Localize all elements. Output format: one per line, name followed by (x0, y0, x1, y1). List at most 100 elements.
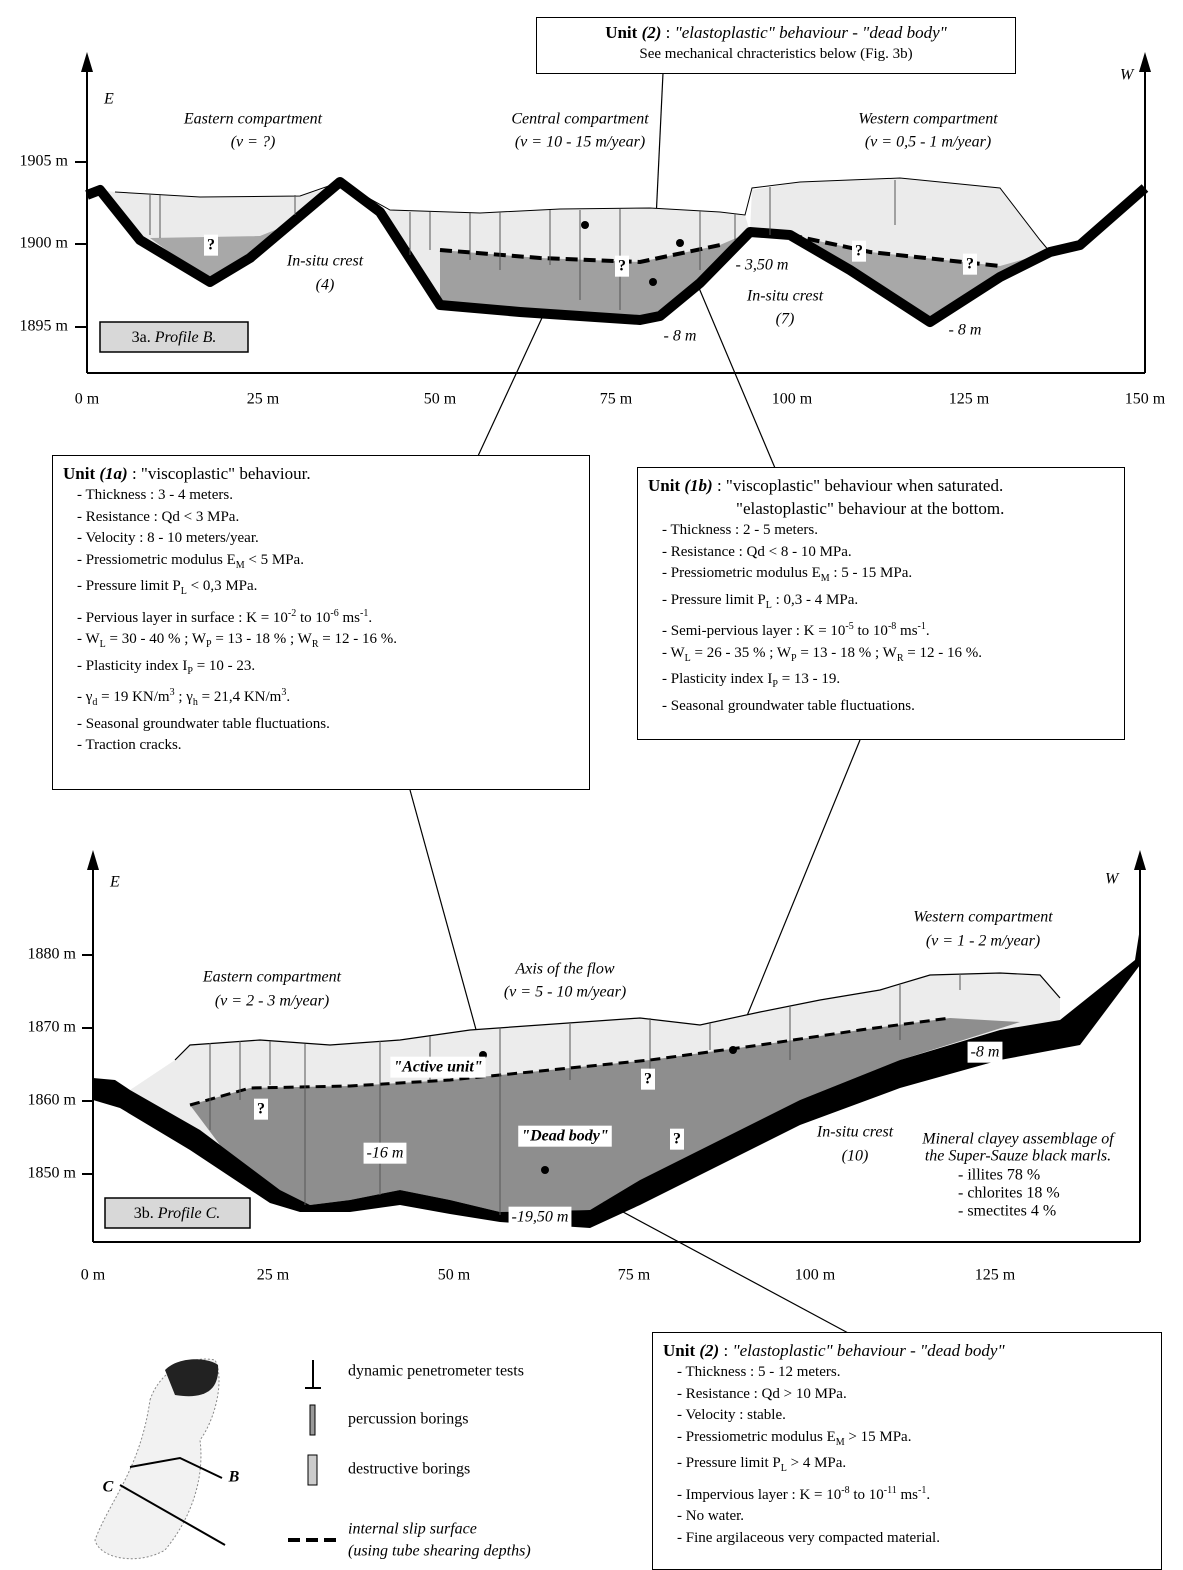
text-line: - WL = 26 - 35 % ; WP = 13 - 18 % ; WR =… (662, 643, 1114, 670)
text-run: - γ (77, 689, 92, 705)
text-line: Unit (1b) : "viscoplastic" behaviour whe… (648, 474, 1114, 497)
text-run: : 5 - 15 MPa. (830, 565, 913, 581)
text-line: - Pressure limit PL < 0,3 MPa. (77, 576, 579, 603)
panel-label: 3b. Profile C. (134, 1205, 221, 1222)
text-run: to 10 (296, 610, 330, 626)
mineral-note: - chlorites 18 % (958, 1185, 1060, 1202)
label: In-situ crest (746, 288, 824, 305)
text-line: - Fine argilaceous very compacted materi… (677, 1528, 1151, 1550)
text-run: See mechanical chracteristics below (Fig… (639, 46, 912, 62)
text-run: < 0,3 MPa. (187, 578, 258, 594)
text-run: = 26 - 35 % ; W (691, 645, 791, 661)
item-list: - Thickness : 3 - 4 meters. - Resistance … (63, 485, 579, 757)
map-label: B (228, 1469, 240, 1486)
text-run: - Pervious layer in surface : K = 10 (77, 610, 288, 626)
text-run: - Plasticity index I (77, 658, 187, 674)
legend-label: percussion borings (348, 1411, 468, 1428)
x-tick-label: 50 m (424, 391, 457, 408)
y-tick-label: 1900 m (20, 235, 69, 252)
text-run: "elastoplastic" behaviour - "dead body" (732, 1341, 1004, 1360)
direction: E (103, 91, 114, 108)
text-run: - Thickness : 2 - 5 meters. (662, 522, 818, 538)
label: -19,50 m (512, 1209, 569, 1226)
text-run: 3a. (132, 329, 155, 346)
text-line: - Resistance : Qd > 10 MPa. (677, 1384, 1151, 1406)
text-run: Unit (648, 476, 684, 495)
text-run: ms (897, 1487, 918, 1503)
label: Eastern compartment (202, 969, 342, 986)
text-run: : "viscoplastic" behaviour when saturate… (713, 476, 1004, 495)
text-run: to 10 (850, 1487, 884, 1503)
callout-top: Unit (2) : "elastoplastic" behaviour - "… (536, 17, 1016, 74)
item-list: - Thickness : 5 - 12 meters.- Resistance… (663, 1362, 1151, 1549)
text-run: . (926, 623, 930, 639)
item-list: See mechanical chracteristics below (Fig… (547, 44, 1005, 66)
y-tick-label: 1860 m (28, 1092, 77, 1109)
label: (v = 0,5 - 1 m/year) (865, 134, 991, 151)
text-run: : (661, 23, 674, 42)
text-line: - Resistance : Qd < 8 - 10 MPa. (662, 542, 1114, 564)
text-run: - Resistance : Qd < 3 MPa. (77, 509, 239, 525)
text-run: -11 (884, 1485, 897, 1496)
unknown-mark: ? (855, 243, 863, 260)
text-run: (1a) (99, 464, 127, 483)
label: - 8 m (949, 322, 982, 339)
text-run: - W (77, 631, 100, 647)
text-run: - Pressiometric modulus E (662, 565, 821, 581)
label: -16 m (367, 1145, 404, 1162)
text-run: 3b. (134, 1205, 158, 1222)
map-label: C (103, 1479, 114, 1496)
text-run: : "viscoplastic" behaviour. (128, 464, 311, 483)
text-line: - Seasonal groundwater table fluctuation… (77, 714, 579, 736)
y-tick-label: 1905 m (20, 153, 69, 170)
unit-1b-box: Unit (1b) : "viscoplastic" behaviour whe… (637, 467, 1125, 740)
label: Western compartment (858, 111, 998, 128)
text-run: -8 (841, 1485, 849, 1496)
text-line: - Thickness : 3 - 4 meters. (77, 485, 579, 507)
text-line: - Pressiometric modulus EM > 15 MPa. (677, 1427, 1151, 1454)
text-run: ms (339, 610, 360, 626)
text-run: (1b) (684, 476, 712, 495)
text-line: Unit (2) : "elastoplastic" behaviour - "… (663, 1339, 1151, 1362)
label: (v = 2 - 3 m/year) (215, 993, 329, 1010)
text-run: - Semi-pervious layer : K = 10 (662, 623, 845, 639)
text-run: M (236, 560, 245, 571)
y-tick-label: 1880 m (28, 946, 77, 963)
label: (v = 1 - 2 m/year) (926, 933, 1040, 950)
text-run: Profile C. (157, 1205, 221, 1222)
text-run: : (719, 1341, 732, 1360)
text-line: - WL = 30 - 40 % ; WP = 13 - 18 % ; WR =… (77, 629, 579, 656)
text-line: "elastoplastic" behaviour at the bottom. (648, 497, 1114, 520)
text-line: - No water. (677, 1506, 1151, 1528)
label: (4) (316, 277, 335, 294)
unknown-mark: ? (207, 237, 215, 254)
text-run: - Traction cracks. (77, 737, 182, 753)
text-run: R (897, 653, 904, 664)
direction: W (1105, 871, 1120, 888)
label: Western compartment (913, 909, 1053, 926)
text-run: - No water. (677, 1508, 744, 1524)
label: (v = 10 - 15 m/year) (515, 134, 645, 151)
text-line: See mechanical chracteristics below (Fig… (547, 44, 1005, 66)
text-run: . (926, 1487, 930, 1503)
text-run: M (821, 573, 830, 584)
legend-label: internal slip surface (348, 1521, 477, 1538)
text-line: - Pressiometric modulus EM : 5 - 15 MPa. (662, 563, 1114, 590)
text-run: - Seasonal groundwater table fluctuation… (77, 716, 330, 732)
text-run: -6 (330, 608, 338, 619)
text-line: - Thickness : 2 - 5 meters. (662, 520, 1114, 542)
text-line: - Pressure limit PL : 0,3 - 4 MPa. (662, 590, 1114, 617)
legend-label: dynamic penetrometer tests (348, 1363, 524, 1380)
text-run: = 13 - 18 % ; W (797, 645, 897, 661)
text-run: (2) (699, 1341, 719, 1360)
label: (v = ?) (231, 134, 276, 151)
legend-note: (using tube shearing depths) (348, 1543, 531, 1560)
text-run: Unit (63, 464, 99, 483)
page: 0 m25 m50 m75 m100 m125 m150 m1905 m1900… (0, 0, 1183, 1570)
text-line: - Resistance : Qd < 3 MPa. (77, 507, 579, 529)
text-run: - Pressiometric modulus E (677, 1429, 836, 1445)
text-line: - Pressiometric modulus EM < 5 MPa. (77, 550, 579, 577)
profile-b-section (87, 178, 1145, 322)
text-run: Profile B. (154, 329, 217, 346)
text-run: - Velocity : 8 - 10 meters/year. (77, 530, 259, 546)
